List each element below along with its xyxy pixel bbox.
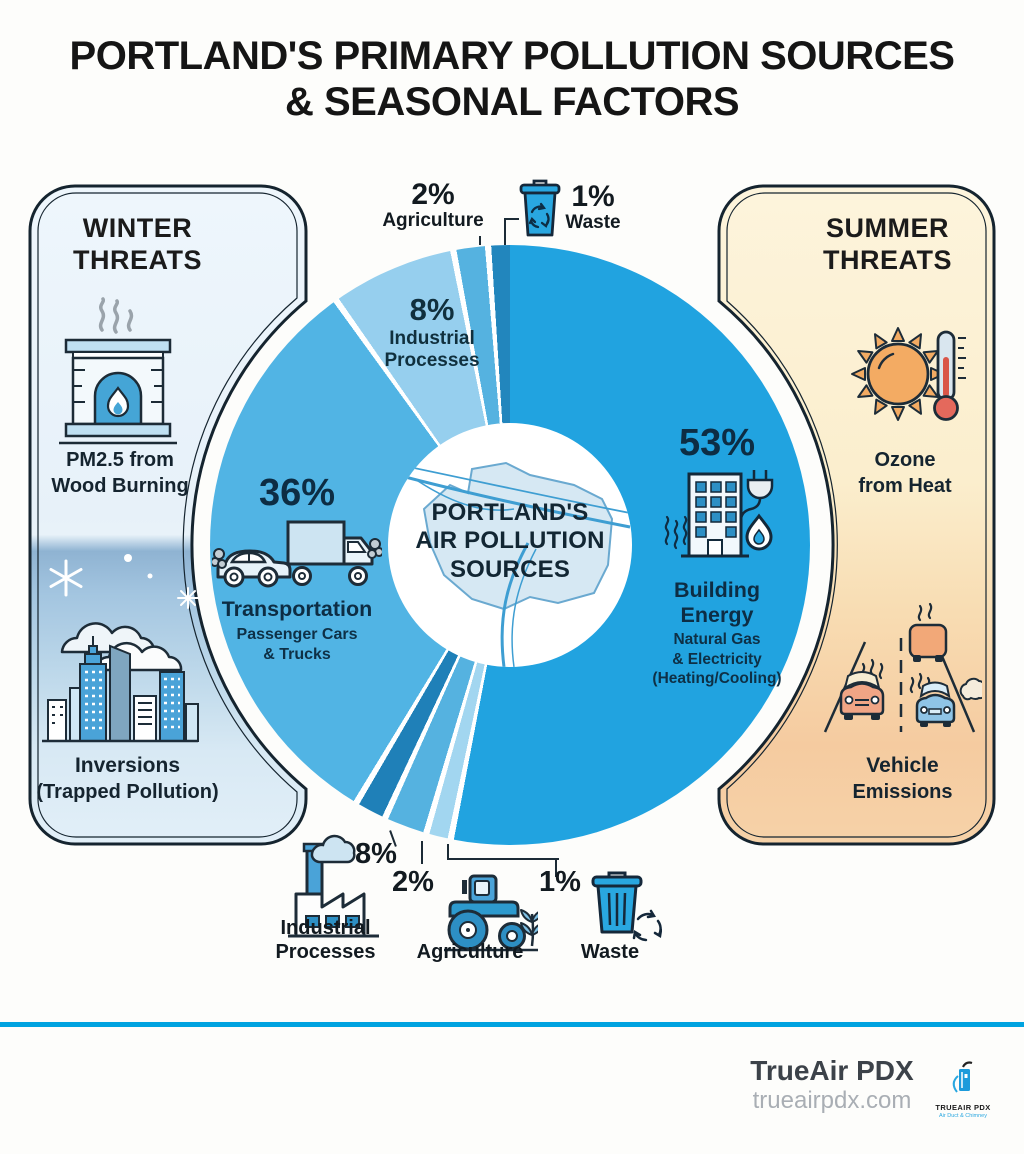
building-energy-sub2: & Electricity	[672, 650, 762, 668]
page-title: PORTLAND'S PRIMARY POLLUTION SOURCES & S…	[0, 34, 1024, 125]
leader-top-waste	[504, 218, 519, 245]
summer-heading-line2: THREATS	[823, 244, 952, 275]
callout-transportation: 36% Transportation Passenger Cars & Truc…	[210, 472, 384, 664]
bottom-industrial-line2: Processes	[275, 941, 376, 963]
top-agriculture-pct: 2%	[411, 178, 455, 211]
industrial-line1: Industrial	[389, 328, 475, 349]
footer-logo-name: TRUEAIR PDX	[935, 1103, 991, 1112]
footer-website: trueairpdx.com	[752, 1086, 912, 1114]
city-inversion-icon	[42, 554, 199, 743]
winter-item1-line2: Wood Burning	[51, 474, 189, 497]
industrial-line2: Processes	[384, 349, 480, 371]
footer-brand-block: TrueAir PDX trueairpdx.com	[712, 1055, 952, 1114]
bottom-waste-label: Waste	[580, 941, 640, 963]
building-energy-line1: Building	[674, 578, 760, 602]
callout-top-waste: 1% Waste	[561, 182, 625, 234]
bottom-industrial-line1: Industrial	[280, 917, 371, 939]
leader-bottom-agriculture	[421, 841, 423, 864]
center-title-line2: AIR POLLUTION	[415, 527, 605, 555]
leader-bottom-waste-b	[555, 858, 557, 877]
road-vehicles-icon	[823, 602, 982, 733]
transportation-pct: 36%	[258, 472, 336, 514]
bottom-industrial-pct: 8%	[355, 838, 397, 870]
center-title-line1: PORTLAND'S	[431, 499, 589, 526]
building-plug-flame-icon	[664, 470, 773, 558]
tractor-icon	[444, 874, 538, 952]
callout-building-energy: 53% Building Energy Natu	[646, 424, 788, 688]
winter-heading-line2: THREATS	[73, 244, 202, 275]
building-energy-pct: 53%	[678, 422, 756, 464]
building-energy-sub3: (Heating/Cooling)	[652, 669, 782, 687]
portland-map-icon	[389, 461, 631, 667]
winter-item2-line1: Inversions	[74, 754, 181, 777]
donut-center-title: PORTLAND'S AIR POLLUTION SOURCES	[388, 499, 632, 584]
center-title-line3: SOURCES	[449, 555, 571, 583]
bottom-waste-pct: 1%	[539, 866, 581, 898]
chimney-logo-icon	[952, 1061, 973, 1093]
sun-thermometer-icon	[851, 327, 966, 421]
winter-item2-line2: (Trapped Pollution)	[36, 780, 219, 803]
transportation-sub1: Passenger Cars	[236, 625, 358, 643]
industrial-pct: 8%	[409, 292, 455, 327]
winter-item2-label: Inversions (Trapped Pollution)	[25, 753, 230, 805]
fireplace-icon	[59, 297, 177, 445]
callout-top-agriculture: 2% Agriculture	[368, 180, 498, 232]
trash-recycle-icon	[591, 871, 662, 942]
leader-top-agriculture	[479, 236, 481, 245]
winter-heading: WINTER THREATS	[30, 213, 245, 277]
bottom-industrial-label: Industrial Processes	[268, 916, 383, 964]
leader-bottom-waste-a	[447, 844, 559, 860]
building-energy-line2: Energy	[680, 602, 754, 627]
transportation-sub2: & Trucks	[263, 645, 331, 663]
top-waste-pct: 1%	[571, 180, 615, 213]
bottom-agriculture-label: Agriculture	[416, 941, 524, 963]
footer-brand: TrueAir PDX	[750, 1055, 914, 1086]
building-energy-sub1: Natural Gas	[673, 631, 761, 649]
transportation-label: Transportation	[221, 597, 373, 621]
top-waste-label: Waste	[565, 212, 621, 233]
winter-heading-line1: WINTER	[82, 213, 193, 243]
winter-item1-line1: PM2.5 from	[66, 449, 174, 471]
title-line2: & SEASONAL FACTORS	[284, 79, 740, 124]
summer-item2-line1: Vehicle	[866, 754, 939, 777]
winter-item1-label: PM2.5 from Wood Burning	[22, 448, 218, 499]
footer-divider	[0, 1022, 1024, 1027]
recycle-bin-icon	[519, 179, 561, 237]
callout-industrial-in-chart: 8% Industrial Processes	[379, 294, 485, 372]
summer-heading: SUMMER THREATS	[780, 213, 995, 277]
bottom-agriculture-pct: 2%	[392, 866, 434, 898]
donut-center: PORTLAND'S AIR POLLUTION SOURCES	[388, 423, 632, 667]
footer-logo: TRUEAIR PDX Air Duct & Chimney	[928, 1060, 998, 1119]
car-truck-icon	[210, 520, 384, 588]
footer-logo-tagline: Air Duct & Chimney	[939, 1112, 987, 1119]
title-line1: PORTLAND'S PRIMARY POLLUTION SOURCES	[69, 34, 955, 78]
summer-panel-shape	[717, 184, 996, 846]
summer-item1-line1: Ozone	[874, 449, 936, 471]
summer-item2-line2: Emissions	[852, 780, 953, 803]
top-agriculture-label: Agriculture	[382, 210, 484, 231]
summer-item2-label: Vehicle Emissions	[805, 753, 1000, 805]
factory-icon	[288, 834, 379, 938]
summer-heading-line1: SUMMER	[826, 213, 949, 243]
summer-item1-line2: from Heat	[858, 474, 952, 497]
summer-item1-label: Ozone from Heat	[810, 448, 1000, 499]
